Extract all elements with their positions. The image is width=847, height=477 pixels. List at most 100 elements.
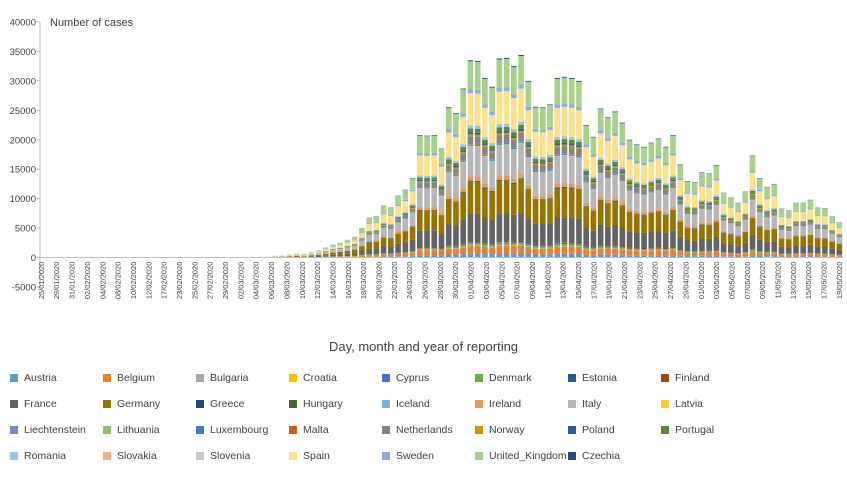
bar-segment bbox=[814, 226, 821, 227]
y-tick-label: 5000 bbox=[15, 224, 36, 235]
bar-segment bbox=[460, 192, 467, 220]
bar-segment bbox=[706, 225, 712, 239]
bar-segment bbox=[576, 141, 582, 146]
bar-segment bbox=[756, 239, 763, 252]
bar-segment bbox=[641, 249, 647, 251]
bar-segment bbox=[597, 162, 604, 165]
bar-segment bbox=[489, 87, 495, 112]
bar-segment bbox=[525, 244, 532, 247]
bar-segment bbox=[590, 250, 597, 256]
bar-segment bbox=[677, 236, 684, 250]
bar-segment bbox=[699, 255, 705, 258]
bar-segment bbox=[612, 248, 618, 255]
legend-item: Croatia bbox=[289, 372, 337, 384]
bar-segment bbox=[460, 247, 467, 255]
y-tick-label: 30000 bbox=[10, 76, 36, 87]
bar-segment bbox=[525, 110, 532, 139]
bar-segment bbox=[699, 205, 705, 209]
legend-swatch bbox=[103, 374, 111, 382]
x-tick-label: 23/02/2020 bbox=[175, 262, 184, 300]
bar-segment bbox=[511, 66, 517, 68]
legend-swatch bbox=[661, 374, 669, 382]
bar-segment bbox=[525, 184, 532, 189]
bar-segment bbox=[489, 190, 495, 192]
bar-segment bbox=[771, 253, 778, 257]
bar-segment bbox=[511, 182, 517, 184]
bar-segment bbox=[800, 234, 807, 237]
bar-segment bbox=[482, 217, 488, 243]
bar-segment bbox=[467, 181, 474, 214]
bar-segment bbox=[735, 254, 741, 257]
bar-segment bbox=[380, 225, 387, 226]
bar-segment bbox=[503, 134, 510, 143]
bar-segment bbox=[547, 171, 553, 195]
legend-item: United_Kingdom bbox=[475, 450, 567, 462]
bar-segment bbox=[677, 164, 684, 179]
bar-segment bbox=[662, 194, 669, 195]
bar-segment bbox=[496, 91, 503, 124]
bar-segment bbox=[728, 256, 734, 258]
bar-segment bbox=[293, 254, 300, 255]
bar-segment bbox=[489, 143, 495, 146]
bar-segment bbox=[409, 212, 416, 225]
bar-segment bbox=[351, 237, 358, 240]
bar-segment bbox=[583, 246, 589, 248]
legend-item: Cyprus bbox=[382, 372, 429, 384]
bar-segment bbox=[424, 255, 430, 258]
bar-segment bbox=[344, 247, 351, 251]
bar-segment bbox=[373, 255, 380, 257]
bar-segment bbox=[416, 182, 423, 188]
bar-segment bbox=[409, 224, 416, 227]
bar-segment bbox=[561, 188, 568, 218]
bar-segment bbox=[749, 218, 756, 235]
bar-segment bbox=[684, 251, 691, 253]
bar-segment bbox=[482, 183, 488, 188]
bar-segment bbox=[829, 234, 835, 241]
bar-segment bbox=[568, 147, 575, 155]
bar-segment bbox=[460, 254, 467, 258]
bar-segment bbox=[388, 236, 394, 238]
bar-segment bbox=[322, 255, 329, 257]
bar-segment bbox=[691, 207, 698, 209]
bar-segment bbox=[532, 128, 539, 132]
bar-segment bbox=[431, 152, 438, 156]
bar-segment bbox=[539, 163, 546, 166]
bar-segment bbox=[518, 245, 524, 254]
legend-swatch bbox=[382, 400, 390, 408]
bar-segment bbox=[416, 255, 423, 258]
legend-label: Portugal bbox=[675, 424, 715, 436]
legend-label: Slovenia bbox=[210, 450, 251, 462]
bar-segment bbox=[800, 236, 807, 246]
bar-segment bbox=[836, 255, 843, 257]
bar-segment bbox=[648, 180, 655, 183]
bar-segment bbox=[583, 247, 589, 250]
bar-segment bbox=[561, 103, 568, 107]
bar-segment bbox=[416, 175, 423, 178]
bar-segment bbox=[648, 192, 655, 211]
bar-segment bbox=[518, 212, 524, 241]
bar-segment bbox=[438, 164, 445, 167]
bar-segment bbox=[634, 192, 640, 194]
x-tick-label: 12/03/2020 bbox=[313, 262, 322, 300]
bar-segment bbox=[713, 250, 720, 252]
bar-segment bbox=[771, 196, 778, 209]
x-tick-label: 14/03/2020 bbox=[329, 262, 338, 300]
bar-segment bbox=[554, 77, 561, 79]
bar-segment bbox=[561, 142, 568, 145]
bar-segment bbox=[431, 255, 438, 258]
bar-segment bbox=[511, 148, 517, 149]
bar-segment bbox=[330, 250, 336, 253]
bar-segment bbox=[359, 239, 365, 241]
bar-segment bbox=[691, 256, 698, 258]
bar-segment bbox=[554, 246, 561, 254]
bar-segment bbox=[453, 245, 459, 247]
bar-segment bbox=[395, 217, 401, 219]
legend-label: Estonia bbox=[582, 372, 618, 384]
bar-segment bbox=[655, 183, 662, 185]
bar-segment bbox=[503, 175, 510, 180]
bar-segment bbox=[330, 252, 336, 255]
bar-segment bbox=[539, 171, 546, 173]
bar-segment bbox=[460, 116, 467, 144]
bar-segment bbox=[778, 230, 785, 238]
bar-segment bbox=[496, 241, 503, 243]
